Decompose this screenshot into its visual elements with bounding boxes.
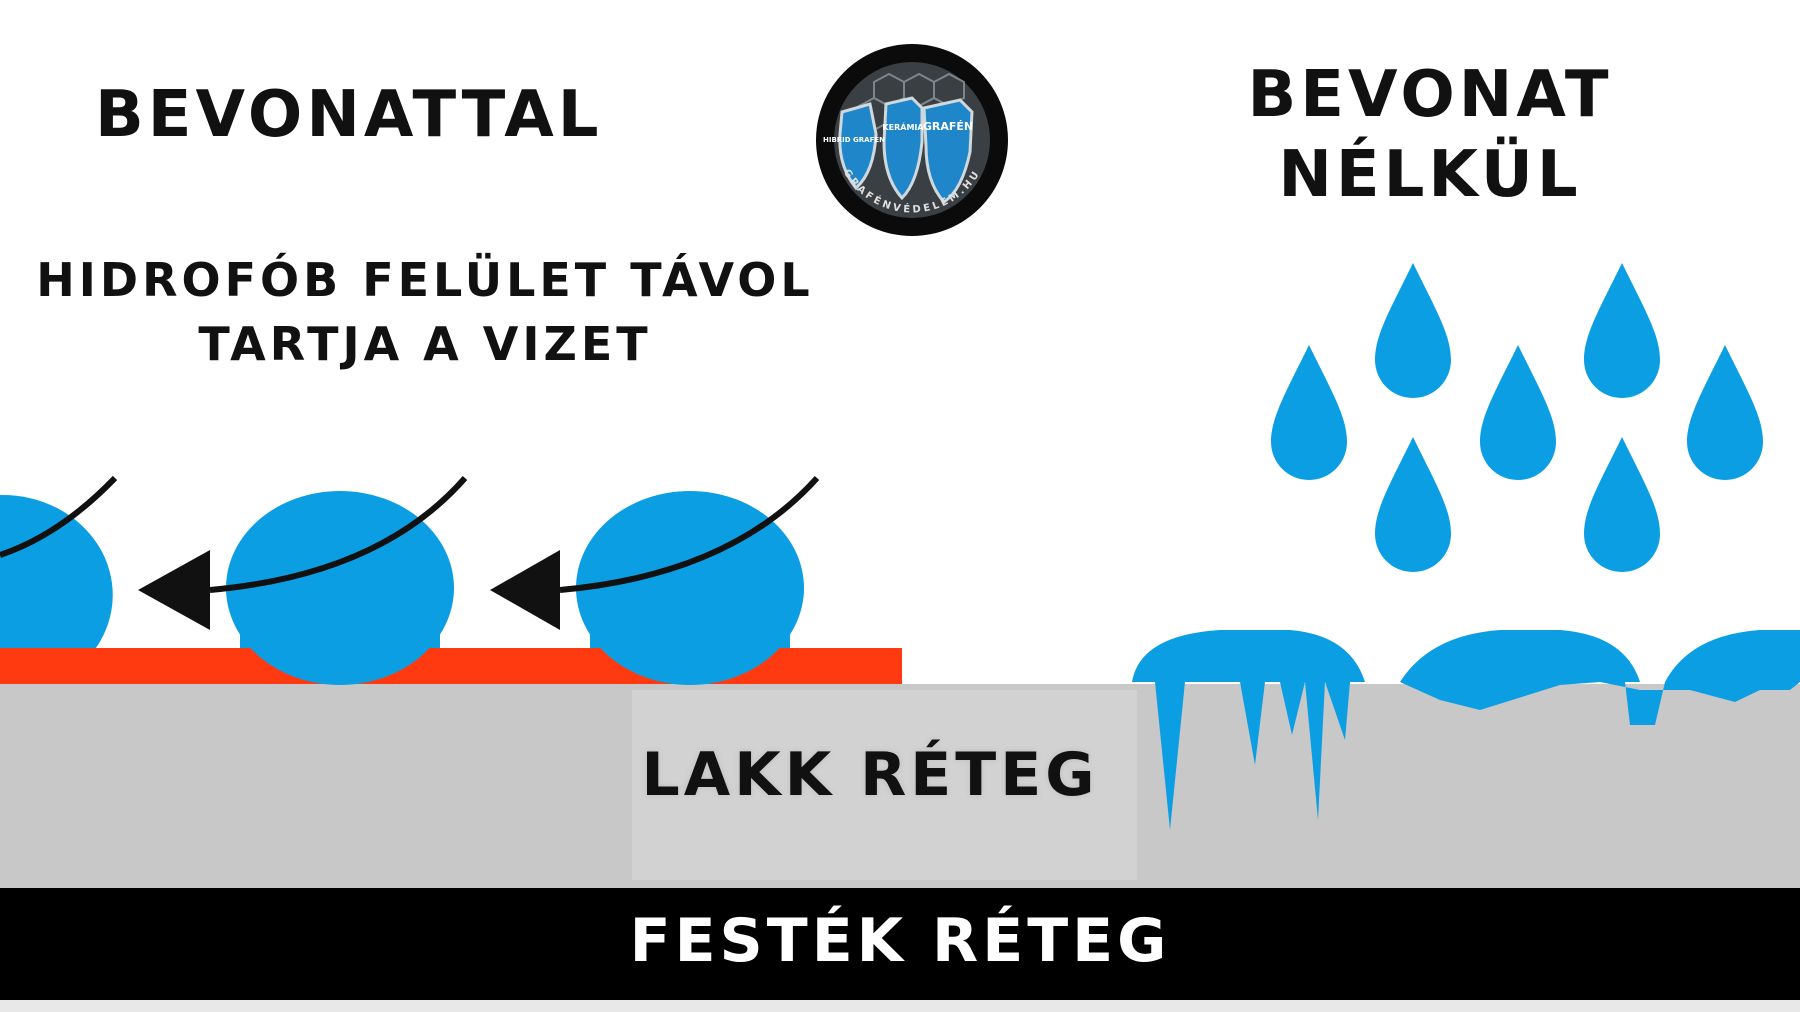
logo-shield-text-3: GRAFÉN <box>923 120 973 133</box>
motion-arrow-head-3 <box>490 550 560 630</box>
paint-bottom-edge <box>0 1000 1800 1012</box>
water-bead-1 <box>0 494 113 648</box>
raindrop <box>1584 263 1660 398</box>
title-without-coating: BEVONAT NÉLKÜL <box>1220 55 1640 215</box>
title-without-coating-line-2: NÉLKÜL <box>1278 138 1582 212</box>
bead-base-2 <box>240 620 440 648</box>
penetrating-water <box>1132 630 1800 830</box>
lacquer-layer-label: LAKK RÉTEG <box>641 740 1099 810</box>
flat-puddle-1 <box>1132 630 1365 830</box>
logo-shield-text-2: KERÁMIA <box>882 121 924 132</box>
flat-puddle-2 <box>1400 630 1800 725</box>
falling-raindrops <box>1271 263 1763 572</box>
hydrophobic-description: HIDROFÓB FELÜLET TÁVOL TARTJA A VIZET <box>10 248 840 376</box>
bead-base-3 <box>590 620 790 648</box>
raindrop <box>1584 437 1660 572</box>
hydrophobic-description-line-2: TARTJA A VIZET <box>198 317 652 371</box>
paint-layer <box>0 888 1800 1000</box>
raindrop <box>1687 345 1763 480</box>
title-without-coating-line-1: BEVONAT <box>1247 58 1613 132</box>
paint-layer-label: FESTÉK RÉTEG <box>629 906 1171 976</box>
raindrop <box>1375 263 1451 398</box>
motion-arrow-line-1 <box>0 475 118 558</box>
logo-shield-text-1: HIBRID GRAFÉN <box>823 135 885 144</box>
hydrophobic-description-line-1: HIDROFÓB FELÜLET TÁVOL <box>36 253 814 307</box>
raindrop <box>1271 345 1347 480</box>
raindrop <box>1375 437 1451 572</box>
motion-arrow-head-2 <box>138 550 210 630</box>
grafenvedelem-logo: HIBRID GRAFÉN KERÁMIA GRAFÉN GRAFÉNVÉDEL… <box>814 42 1010 238</box>
title-with-coating: BEVONATTAL <box>95 78 603 152</box>
lacquer-label-backdrop <box>632 690 1137 880</box>
raindrop <box>1480 345 1556 480</box>
motion-arrow-line-2 <box>209 476 468 593</box>
motion-arrow-line-3 <box>559 475 820 593</box>
